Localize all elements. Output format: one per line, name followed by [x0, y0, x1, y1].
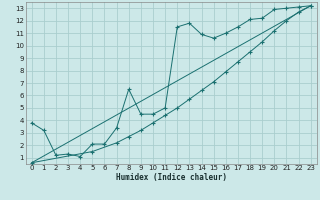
- X-axis label: Humidex (Indice chaleur): Humidex (Indice chaleur): [116, 173, 227, 182]
